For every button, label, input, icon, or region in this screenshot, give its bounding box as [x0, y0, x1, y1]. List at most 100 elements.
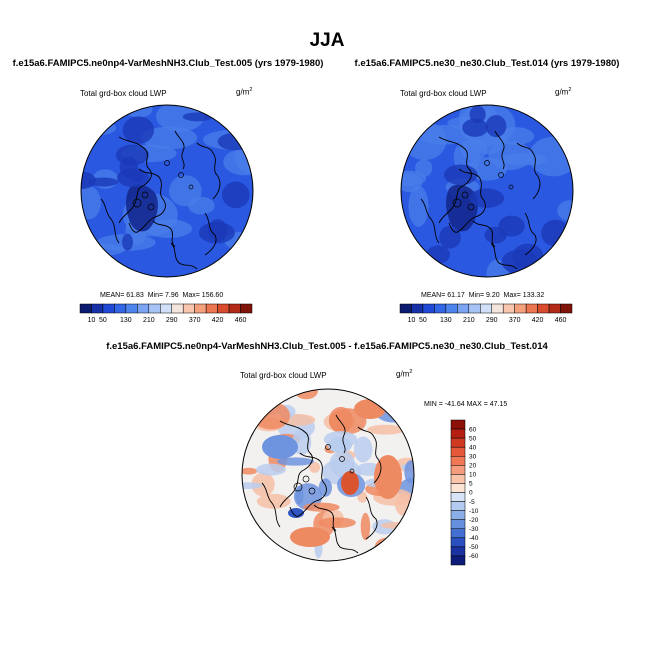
colorbar-tick-label: -30 [469, 526, 479, 533]
colorbar-tick-label: 30 [469, 453, 477, 460]
colorbar-box [450, 483, 466, 493]
stats-left: MEAN= 61.83 Min= 7.96 Max= 156.60 [100, 292, 224, 299]
colorbar-box [228, 303, 241, 314]
colorbar-tick-label: 130 [440, 317, 452, 324]
stats-right: MEAN= 61.17 Min= 9.20 Max= 133.32 [421, 292, 545, 299]
variable-label-diff: Total grd-box cloud LWP [240, 371, 327, 380]
colorbar-box [434, 303, 447, 314]
colorbar-tick-label: 290 [486, 317, 498, 324]
diff-minmax: MIN = -41.64 MAX = 47.15 [424, 401, 508, 408]
variable-label-right: Total grd-box cloud LWP [400, 89, 487, 98]
colorbar-tick-label: 40 [469, 444, 477, 451]
colorbar-tick-label: 5 [469, 481, 473, 488]
colorbar-box [125, 303, 138, 314]
colorbar-box [160, 303, 172, 314]
map-field [401, 105, 573, 277]
colorbar-box [450, 510, 466, 520]
colorbar-tick-label: 60 [469, 426, 477, 433]
map-boundary [241, 388, 415, 562]
colorbar-box [450, 446, 466, 457]
colorbar-tick-label: -10 [469, 508, 479, 515]
colorbar-box [114, 303, 127, 314]
colorbar-tick-label: 210 [143, 317, 155, 324]
polar-map-left [80, 104, 254, 278]
colorbar-box [450, 501, 466, 511]
colorbar-right: 10 50 130 210 290 370 420 460 [399, 303, 573, 324]
colorbar-tick-label: 130 [120, 317, 132, 324]
colorbar-box [422, 303, 435, 314]
colorbar-box [502, 303, 515, 314]
colorbar-box [450, 546, 466, 557]
case-title-right: f.e15a6.FAMIPC5.ne30_ne30.Club_Test.014 … [354, 58, 620, 69]
colorbar-box [450, 555, 466, 566]
colorbar-tick-label: 10 [469, 472, 477, 479]
difference-title: f.e15a6.FAMIPC5.ne0np4-VarMeshNH3.Club_T… [106, 341, 548, 352]
units-diff: g/m2 [396, 369, 413, 379]
colorbar-box [450, 519, 466, 529]
colorbar-box [217, 303, 230, 314]
colorbar-box [514, 303, 527, 314]
colorbar-box [194, 303, 207, 314]
colorbar-tick-label: -5 [469, 499, 475, 506]
colorbar-box [468, 303, 481, 314]
colorbar-box [548, 303, 561, 314]
colorbar-tick-label: 210 [463, 317, 475, 324]
polar-map-right [400, 104, 574, 278]
colorbar-box [450, 528, 466, 539]
colorbar-box [240, 303, 253, 314]
map-field [242, 389, 414, 561]
colorbar-box [445, 303, 458, 314]
colorbar-box [148, 303, 161, 314]
colorbar-tick-label: 10 [88, 317, 96, 324]
colorbar-box [480, 303, 492, 314]
map-boundary [80, 104, 254, 278]
colorbar-box [450, 437, 466, 448]
colorbar-tick-label: -20 [469, 517, 479, 524]
colorbar-tick-label: 370 [189, 317, 201, 324]
case-title-left: f.e15a6.FAMIPC5.ne0np4-VarMeshNH3.Club_T… [12, 58, 324, 69]
colorbar-tick-label: 50 [469, 435, 477, 442]
colorbar-box [450, 465, 466, 475]
colorbar-box [450, 456, 466, 466]
colorbar-tick-label: -40 [469, 535, 479, 542]
colorbar-tick-label: 290 [166, 317, 178, 324]
colorbar-box [171, 303, 184, 314]
colorbar-box [182, 303, 195, 314]
colorbar-box [137, 303, 150, 314]
colorbar-box [457, 303, 470, 314]
colorbar-box [411, 303, 424, 314]
colorbar-tick-label: -60 [469, 553, 479, 560]
colorbar-tick-label: 420 [532, 317, 544, 324]
colorbar-box [525, 303, 538, 314]
colorbar-box [102, 303, 115, 314]
map-boundary [400, 104, 574, 278]
colorbar-box [399, 303, 412, 314]
colorbar-tick-label: 370 [509, 317, 521, 324]
units-right: g/m2 [555, 87, 572, 97]
colorbar-tick-label: 420 [212, 317, 224, 324]
polar-map-difference [241, 388, 415, 562]
colorbar-box [450, 419, 466, 430]
colorbar-tick-label: 460 [555, 317, 567, 324]
variable-label-left: Total grd-box cloud LWP [80, 89, 167, 98]
figure-title: JJA [309, 30, 345, 51]
units-left: g/m2 [236, 87, 253, 97]
colorbar-box [537, 303, 550, 314]
colorbar-tick-label: 10 [408, 317, 416, 324]
colorbar-left: 10 50 130 210 290 370 420 460 [79, 303, 253, 324]
colorbar-box [79, 303, 92, 314]
colorbar-box [91, 303, 104, 314]
colorbar-tick-label: 20 [469, 463, 477, 470]
colorbar-tick-label: 50 [99, 317, 107, 324]
colorbar-tick-label: 460 [235, 317, 247, 324]
colorbar-tick-label: -50 [469, 544, 479, 551]
colorbar-box [450, 537, 466, 548]
colorbar-box [491, 303, 504, 314]
colorbar-box [205, 303, 218, 314]
colorbar-box [450, 428, 466, 439]
colorbar-tick-label: 0 [469, 490, 473, 497]
colorbar-box [450, 492, 466, 502]
colorbar-box [560, 303, 573, 314]
colorbar-box [450, 474, 466, 484]
